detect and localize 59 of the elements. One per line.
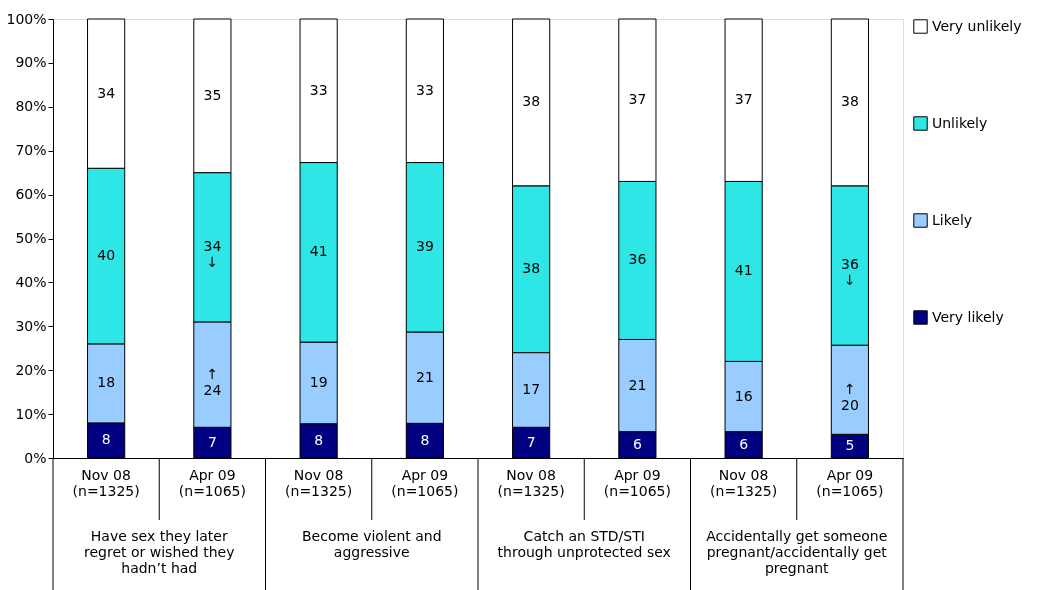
x-tick-label: Nov 08 (n=1325)	[72, 466, 140, 499]
data-label: ↑ 20	[840, 380, 859, 413]
legend-label: Very unlikely	[932, 17, 1022, 34]
legend-label: Unlikely	[932, 114, 988, 131]
data-label: 39	[415, 238, 434, 255]
data-label: 38	[840, 93, 859, 110]
data-label: 40	[97, 247, 116, 264]
text: Catch an STD/STI through unprotected sex	[497, 528, 671, 560]
data-label: 41	[309, 243, 328, 260]
data-label: 35	[203, 86, 222, 103]
data-label: ↑ 24	[203, 365, 222, 398]
data-label: 34 ↓	[203, 238, 222, 271]
legend-label: Very likely	[932, 308, 1004, 325]
data-label: 7	[207, 433, 217, 450]
data-label: 37	[628, 91, 647, 108]
data-label: 33	[415, 81, 434, 98]
x-tick-label: Apr 09 (n=1065)	[178, 466, 246, 499]
data-label: 36	[628, 251, 647, 268]
data-label: 5	[845, 437, 855, 454]
y-tick-label: 60%	[15, 186, 47, 203]
data-label: 6	[739, 435, 749, 452]
x-tick-label: Nov 08 (n=1325)	[285, 466, 353, 499]
data-label: 18	[97, 374, 116, 391]
data-label: 19	[309, 373, 328, 390]
data-label: 6	[632, 435, 642, 452]
y-tick-label: 30%	[15, 317, 47, 334]
x-tick-label: Nov 08 (n=1325)	[710, 466, 778, 499]
x-tick-label: Nov 08 (n=1325)	[497, 466, 565, 499]
data-label: 8	[101, 431, 111, 448]
x-tick-label: Apr 09 (n=1065)	[391, 466, 459, 499]
y-tick-label: 90%	[15, 54, 47, 71]
text: Become violent and aggressive	[301, 528, 442, 560]
y-tick-label: 80%	[15, 98, 47, 115]
y-tick-label: 40%	[15, 273, 47, 290]
data-label: 21	[628, 376, 647, 393]
text: Have sex they later regret or wished they hadn’t had	[84, 528, 235, 576]
y-tick-label: 70%	[15, 142, 47, 159]
data-label: 34	[97, 84, 116, 101]
x-tick-label: Apr 09 (n=1065)	[603, 466, 671, 499]
data-label: 36 ↓	[840, 256, 859, 289]
data-label: 17	[522, 380, 541, 397]
legend-label: Likely	[932, 211, 973, 228]
data-label: 8	[420, 431, 430, 448]
data-label: 7	[526, 433, 536, 450]
y-tick-label: 100%	[6, 10, 47, 27]
data-label: 38	[522, 260, 541, 277]
data-label: 37	[734, 91, 753, 108]
y-tick-label: 0%	[24, 449, 47, 466]
y-tick-label: 50%	[15, 230, 47, 246]
y-tick-label: 10%	[15, 405, 47, 422]
x-tick-label: Apr 09 (n=1065)	[816, 466, 884, 499]
y-tick-label: 20%	[15, 361, 47, 378]
text: Accidentally get someone pregnant/accidentally get pregnant	[706, 528, 888, 576]
data-label: 21	[415, 368, 434, 385]
data-label: 16	[734, 387, 753, 404]
data-label: 33	[309, 81, 328, 98]
data-label: 38	[522, 93, 541, 110]
data-label: 8	[314, 431, 324, 448]
data-label: 41	[734, 262, 753, 279]
